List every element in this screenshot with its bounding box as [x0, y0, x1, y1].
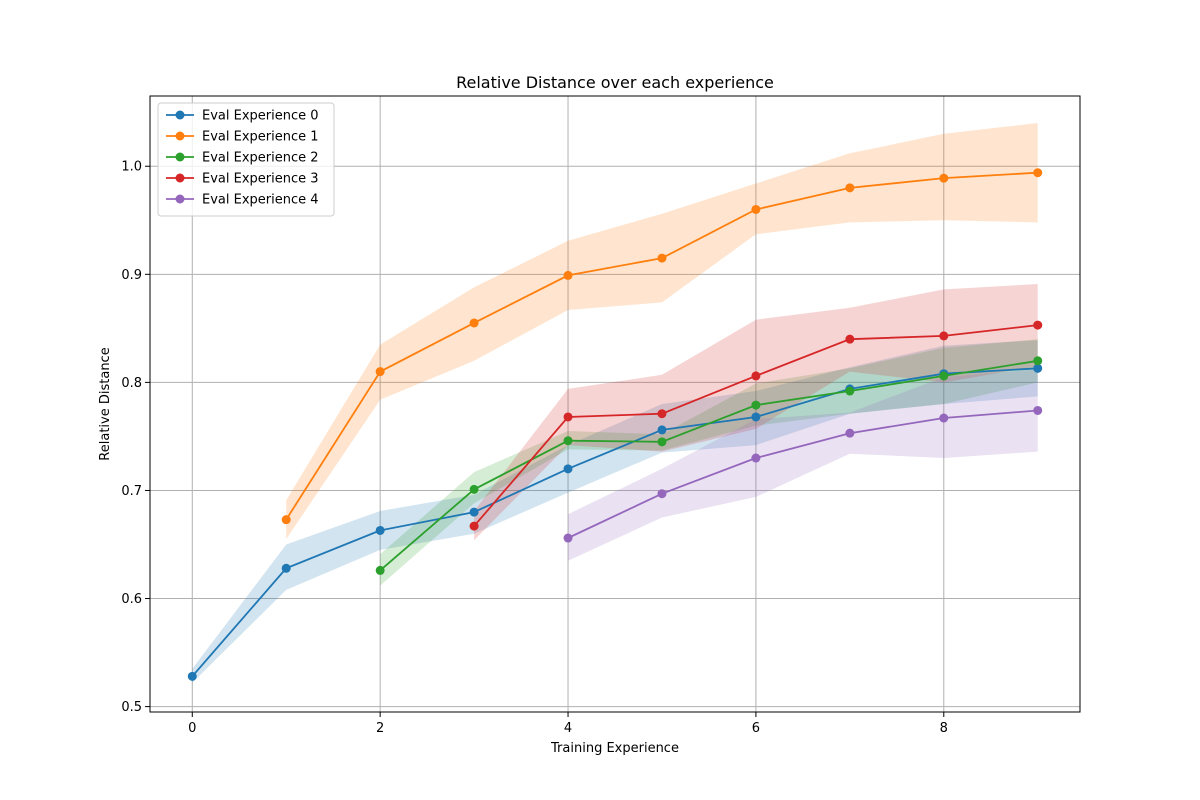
x-tick-label: 0: [188, 721, 196, 736]
x-tick-label: 4: [564, 721, 572, 736]
legend-label-3: Eval Experience 3: [202, 172, 319, 187]
data-point-3: [1033, 320, 1043, 330]
confidence-band-3: [474, 284, 1038, 541]
data-point-4: [939, 413, 949, 423]
plot-area-frame: [149, 95, 1081, 713]
data-point-2: [563, 436, 573, 446]
confidence-band-2: [380, 339, 1038, 586]
data-point-4: [563, 533, 573, 543]
x-axis-label: Training Experience: [550, 741, 679, 756]
data-point-1: [939, 173, 949, 183]
data-point-4: [1033, 405, 1043, 415]
legend-label-1: Eval Experience 1: [202, 130, 319, 145]
data-point-2: [1033, 356, 1043, 366]
y-axis-label: Relative Distance: [98, 347, 113, 460]
data-point-4: [657, 489, 667, 499]
legend-label-4: Eval Experience 4: [202, 193, 319, 208]
data-point-2: [657, 437, 667, 447]
legend-marker-1: [175, 131, 185, 141]
data-point-3: [657, 409, 667, 419]
confidence-band-4: [568, 369, 1038, 561]
data-point-0: [375, 525, 385, 535]
data-point-3: [939, 331, 949, 341]
chart-title: Relative Distance over each experience: [456, 73, 774, 92]
x-tick-label: 6: [752, 721, 760, 736]
data-point-0: [563, 464, 573, 474]
data-point-0: [751, 412, 761, 422]
data-point-0: [657, 425, 667, 435]
series-line-0: [191, 367, 1038, 677]
data-point-0: [187, 671, 197, 681]
legend-marker-3: [175, 173, 185, 183]
data-point-0: [1033, 363, 1043, 373]
data-point-3: [469, 521, 479, 531]
data-point-2: [375, 565, 385, 575]
y-tick-label: 0.8: [121, 376, 142, 391]
axis-ticks: 0 2 4 6 8 0.5 0.6 0.7 0.8 0.9 1.0: [121, 160, 948, 736]
series-points: [187, 168, 1043, 681]
legend-marker-4: [175, 194, 185, 204]
series-line-4: [567, 409, 1038, 539]
data-point-0: [281, 563, 291, 573]
data-point-3: [751, 371, 761, 381]
data-point-2: [469, 484, 479, 494]
x-tick-label: 2: [376, 721, 384, 736]
data-point-2: [939, 371, 949, 381]
data-point-1: [375, 367, 385, 377]
data-point-4: [751, 453, 761, 463]
y-tick-label: 0.9: [121, 268, 142, 283]
legend-marker-0: [175, 110, 185, 120]
y-tick-label: 0.7: [121, 484, 142, 499]
data-point-1: [657, 253, 667, 263]
legend-label-2: Eval Experience 2: [202, 151, 319, 166]
data-point-1: [751, 204, 761, 214]
data-point-1: [1033, 168, 1043, 178]
y-tick-label: 0.5: [121, 700, 142, 715]
y-tick-label: 1.0: [121, 160, 142, 175]
data-point-1: [469, 318, 479, 328]
data-point-0: [469, 507, 479, 517]
y-tick-label: 0.6: [121, 592, 142, 607]
data-point-2: [845, 386, 855, 396]
data-point-1: [563, 270, 573, 280]
data-point-3: [563, 412, 573, 422]
data-point-4: [845, 428, 855, 438]
legend-label-0: Eval Experience 0: [202, 109, 319, 124]
data-point-1: [281, 515, 291, 525]
legend-marker-2: [175, 152, 185, 162]
series-line-2: [379, 359, 1038, 572]
confidence-band-1: [286, 123, 1038, 540]
data-point-2: [751, 400, 761, 410]
legend: Eval Experience 0 Eval Experience 1 Eval E…: [157, 102, 335, 217]
legend-box: [157, 102, 335, 217]
data-point-1: [845, 183, 855, 193]
data-point-3: [845, 334, 855, 344]
x-tick-label: 8: [940, 721, 948, 736]
